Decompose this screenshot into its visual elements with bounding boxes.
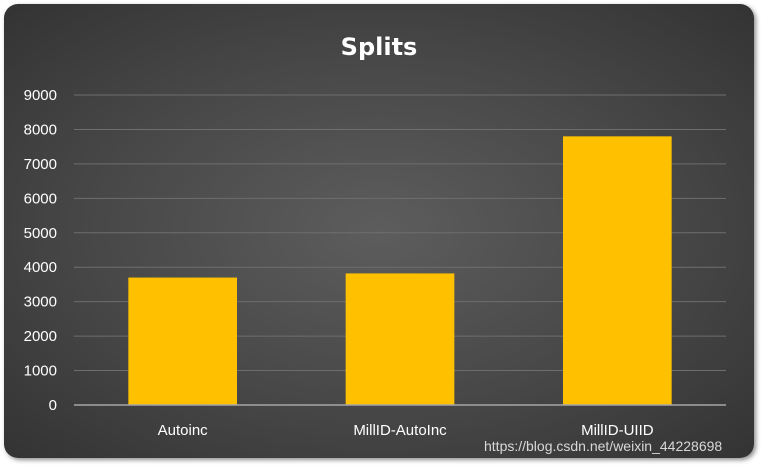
- x-category-label: MillID-AutoInc: [353, 422, 447, 439]
- y-tick-label: 9000: [24, 87, 57, 104]
- y-tick-label: 4000: [24, 259, 57, 276]
- watermark-url: https://blog.csdn.net/weixin_44228698: [484, 438, 723, 454]
- y-tick-label: 7000: [24, 156, 57, 173]
- bar-millid-uiid: [563, 136, 672, 406]
- x-category-label: Autoinc: [158, 422, 209, 439]
- chart-title: Splits: [341, 33, 418, 61]
- y-axis-ticks: 0 1000 2000 3000 4000 5000 6000 7000 8000 9000: [24, 87, 57, 414]
- y-tick-label: 2000: [24, 328, 57, 345]
- y-tick-label: 1000: [24, 363, 57, 380]
- y-tick-label: 3000: [24, 294, 57, 311]
- y-tick-label: 8000: [24, 121, 57, 138]
- x-category-label: MillID-UIID: [581, 422, 654, 439]
- bars: [128, 136, 672, 406]
- y-tick-label: 0: [49, 397, 57, 414]
- bar-millid-autoinc: [345, 273, 455, 405]
- x-axis-categories: Autoinc MillID-AutoInc MillID-UIID: [158, 422, 654, 439]
- bar-autoinc: [128, 277, 237, 405]
- y-tick-label: 5000: [24, 225, 57, 242]
- y-tick-label: 6000: [24, 190, 57, 207]
